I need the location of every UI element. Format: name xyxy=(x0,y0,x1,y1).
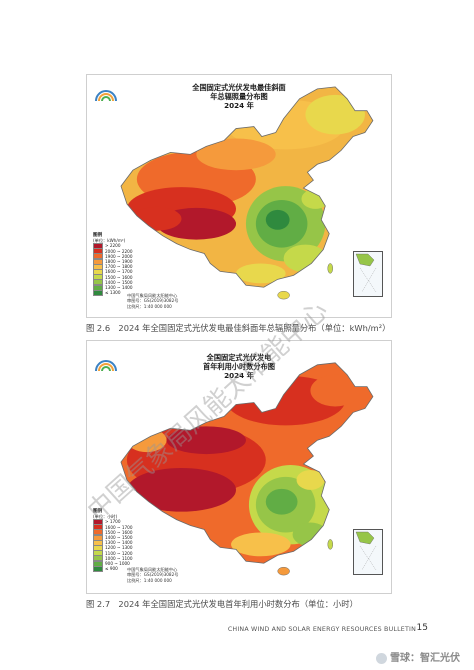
map-title-line: 年总辐照量分布图 xyxy=(210,92,268,101)
map-title-line: 全国固定式光伏发电最佳斜面 xyxy=(192,83,286,92)
map-legend: 图例 (单位：小时) > 1700 1600 ~ 1700 1500 ~ 1600 1… xyxy=(93,509,133,572)
map-title-line: 2024 年 xyxy=(224,101,254,110)
map-title: 全国固定式光伏发电 首年利用小时数分布图 2024 年 xyxy=(87,353,391,380)
source-line: 中国气象局风能太阳能中心 xyxy=(127,567,178,572)
legend-unit: (单位：kWh/m²) xyxy=(93,238,126,244)
legend-label: 1900 ~ 2000 xyxy=(105,253,133,259)
china-irradiation-map xyxy=(120,86,374,300)
legend-label: 1600 ~ 1700 xyxy=(105,269,133,275)
south-china-sea-inset xyxy=(353,529,383,575)
legend-label: 1300 ~ 1400 xyxy=(105,540,133,546)
map-title-line: 全国固定式光伏发电 xyxy=(206,353,272,362)
source-line: 中国气象局风能太阳能中心 xyxy=(127,293,178,298)
legend-label: 1800 ~ 1900 xyxy=(105,258,133,264)
legend-unit: (单位：小时) xyxy=(93,514,118,520)
legend-swatch xyxy=(93,289,103,296)
south-china-sea-inset xyxy=(353,251,383,297)
legend-label: 1600 ~ 1700 xyxy=(105,524,133,530)
china-utilization-hours-map xyxy=(120,362,374,576)
legend-row: ≤ 900 xyxy=(93,565,133,572)
legend-label: 1700 ~ 1800 xyxy=(105,264,133,270)
legend-label: 1200 ~ 1300 xyxy=(105,545,133,551)
legend-label: 1500 ~ 1600 xyxy=(105,529,133,535)
legend-label: 1000 ~ 1100 xyxy=(105,555,133,561)
figure-caption-2-6: 图 2.6 2024 年全国固定式光伏发电最佳斜面年总辐照量分布（单位：kWh/… xyxy=(86,323,391,333)
legend-label: 2000 ~ 2200 xyxy=(105,248,133,254)
map-legend: 图例 (单位：kWh/m²) > 2200 2000 ~ 2200 1900 ~ 2… xyxy=(93,233,133,296)
legend-label: ≤ 900 xyxy=(105,566,118,572)
source-line: 审图号：GS(2019)3082号 xyxy=(127,572,179,578)
source-line: 比例尺：1:40 000 000 xyxy=(127,303,172,309)
legend-rows: > 1700 1600 ~ 1700 1500 ~ 1600 1400 ~ 1500 1… xyxy=(93,519,133,572)
cma-logo-icon xyxy=(95,90,117,102)
snowball-icon xyxy=(376,652,387,664)
legend-title: 图例 xyxy=(93,509,103,514)
map-source: 中国气象局风能太阳能中心 审图号：GS(2019)3082号 比例尺：1:40 … xyxy=(127,293,178,309)
legend-label: 1300 ~ 1400 xyxy=(105,284,133,290)
legend-label: 1400 ~ 1500 xyxy=(105,534,133,540)
map-title-line: 首年利用小时数分布图 xyxy=(203,362,275,371)
page-number: 15 xyxy=(416,623,428,633)
map-panel-irradiation: 全国固定式光伏发电最佳斜面 年总辐照量分布图 2024 年 图例 (单位：kWh… xyxy=(86,74,392,318)
map-title-line: 2024 年 xyxy=(224,371,254,380)
legend-label: 1400 ~ 1500 xyxy=(105,279,133,285)
cma-logo-icon xyxy=(95,360,117,372)
legend-label: 1100 ~ 1200 xyxy=(105,550,133,556)
brand-label: 雪球：智汇光伏 xyxy=(376,649,460,664)
legend-rows: > 2200 2000 ~ 2200 1900 ~ 2000 1800 ~ 1900 1… xyxy=(93,243,133,296)
legend-label: ≤ 1300 xyxy=(105,290,121,296)
bulletin-footer: CHINA WIND AND SOLAR ENERGY RESOURCES BU… xyxy=(227,626,416,633)
map-title: 全国固定式光伏发电最佳斜面 年总辐照量分布图 2024 年 xyxy=(87,83,391,110)
source-line: 比例尺：1:40 000 000 xyxy=(127,577,172,583)
figure-caption-2-7: 图 2.7 2024 年全国固定式光伏发电首年利用小时数分布（单位：小时） xyxy=(86,599,358,609)
source-line: 审图号：GS(2019)3082号 xyxy=(127,298,179,304)
legend-label: 1500 ~ 1600 xyxy=(105,274,133,280)
legend-label: > 2200 xyxy=(105,243,121,249)
legend-title: 图例 xyxy=(93,233,103,238)
legend-swatch xyxy=(93,565,103,572)
brand-text: 雪球：智汇光伏 xyxy=(390,653,460,664)
legend-label: 900 ~ 1000 xyxy=(105,560,130,566)
map-panel-utilization-hours: 全国固定式光伏发电 首年利用小时数分布图 2024 年 图例 (单位：小时) >… xyxy=(86,340,392,594)
legend-row: ≤ 1300 xyxy=(93,289,133,296)
legend-label: > 1700 xyxy=(105,519,121,525)
map-source: 中国气象局风能太阳能中心 审图号：GS(2019)3082号 比例尺：1:40 … xyxy=(127,567,178,583)
